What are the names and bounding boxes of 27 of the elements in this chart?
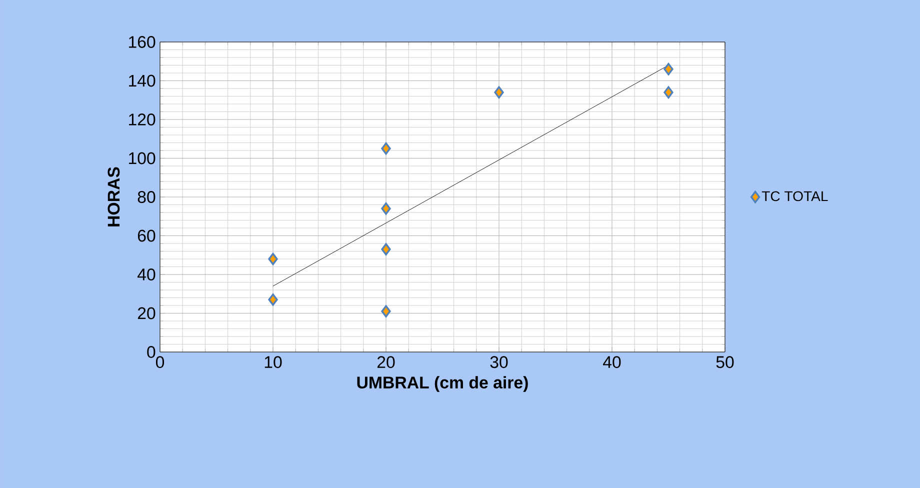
y-tick-label: 120 [129,114,156,126]
x-tick-label: 10 [264,356,282,368]
x-tick-label: 30 [490,356,508,368]
y-tick-label: 40 [137,268,156,280]
x-axis-title: UMBRAL (cm de aire) [357,376,528,392]
y-tick-label: 140 [129,74,156,87]
y-tick-label: 60 [138,230,156,242]
point [494,86,504,99]
y-tick-label: 100 [129,152,156,164]
point [664,62,674,76]
y-tick-label: 160 [129,36,156,48]
point [381,202,391,215]
x-tick-label: 20 [377,356,395,368]
point [268,252,278,266]
x-tick-label: 40 [603,356,621,368]
point [664,86,674,99]
y-tick-label: 20 [138,307,156,320]
point [381,142,391,155]
y-tick-label: 80 [138,191,156,203]
y-tick-label: 0 [147,346,156,358]
x-tick-label: 0 [156,356,164,368]
y-axis-title: HORAS [108,167,120,226]
point [381,243,391,256]
point [268,294,278,306]
legend-label: TC TOTAL [762,191,828,202]
point [381,305,391,318]
x-tick-label: 50 [716,356,734,368]
